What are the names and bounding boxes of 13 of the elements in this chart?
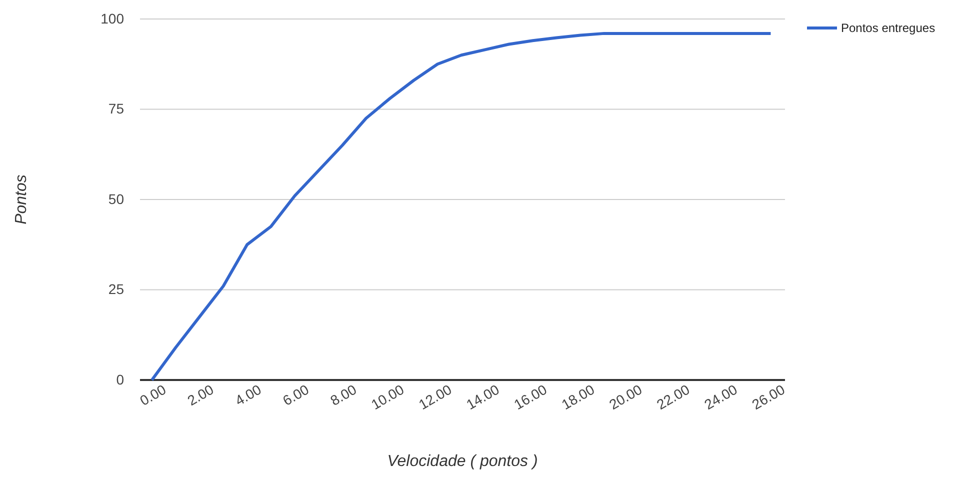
y-tick-label: 75 — [108, 100, 124, 117]
y-tick-label: 50 — [108, 190, 124, 207]
x-tick-label: 6.00 — [280, 381, 312, 409]
y-tick-label: 0 — [116, 371, 124, 388]
x-tick-label: 4.00 — [232, 381, 264, 409]
y-tick-label: 100 — [100, 10, 124, 26]
x-axis-title: Velocidade ( pontos ) — [387, 453, 538, 470]
x-tick-label: 0.00 — [137, 381, 169, 409]
x-tick-label: 2.00 — [184, 381, 216, 409]
y-axis-title: Pontos — [13, 174, 30, 224]
y-tick-label: 25 — [108, 281, 124, 298]
x-tick-label: 8.00 — [327, 381, 360, 409]
legend-label: Pontos entregues — [841, 21, 936, 36]
